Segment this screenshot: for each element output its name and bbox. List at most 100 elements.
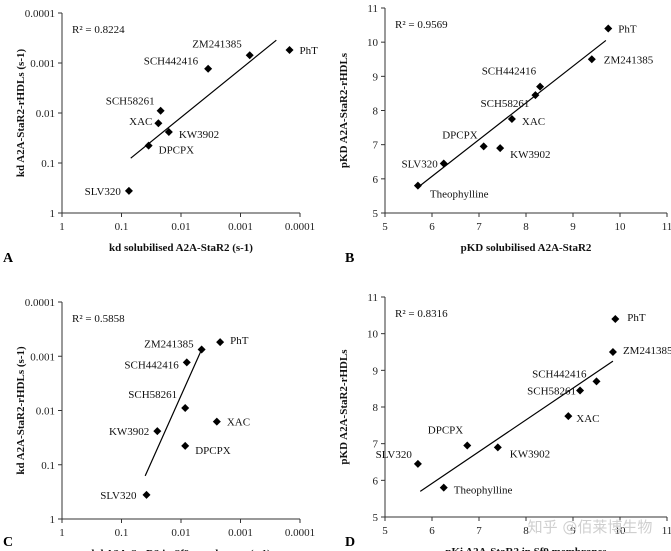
point-label: KW3902 (109, 426, 149, 438)
x-axis-title: pKi A2A-StaR2 in Sf9 membranes (445, 546, 607, 551)
point-label: SCH58261 (128, 389, 177, 401)
y-tick-label: 0.1 (41, 460, 55, 472)
trendline (144, 349, 203, 477)
data-point (604, 24, 613, 33)
point-label: SLV320 (401, 158, 438, 170)
data-point (144, 141, 153, 150)
data-point (413, 459, 422, 468)
y-axis-title: pKD A2A-StaR2-rHDLs (338, 52, 350, 168)
data-point (156, 106, 165, 115)
data-point (164, 128, 173, 137)
data-point (439, 483, 448, 492)
x-tick-label: 8 (523, 525, 529, 537)
panel-B: 5 6 7 8 9 10 11 11 10 9 8 7 6 5 PhT ZM241385 SCH442416 SC… (338, 3, 671, 266)
data-point (496, 144, 505, 153)
x-tick-label: 1 (59, 527, 65, 539)
y-axis-title: kd A2A-StaR2-rHDLs (s-1) (15, 48, 27, 177)
point-label: XAC (227, 417, 250, 429)
y-tick-label: 9 (373, 365, 379, 377)
y-tick-label: 0.001 (30, 351, 55, 363)
y-tick-label: 9 (373, 71, 379, 83)
point-label: DPCPX (195, 445, 231, 457)
x-tick-label: 0.1 (115, 221, 129, 233)
x-tick-label: 0.0001 (285, 221, 315, 233)
y-tick-label: 7 (373, 439, 379, 451)
point-label: KW3902 (510, 448, 550, 460)
x-tick-label: 5 (382, 221, 388, 233)
y-tick-label: 0.0001 (25, 297, 55, 309)
point-label: SLV320 (376, 449, 413, 461)
x-tick-label: 8 (523, 221, 529, 233)
point-label: KW3902 (510, 149, 550, 161)
y-tick-label: 0.0001 (25, 8, 55, 20)
watermark: 知乎 @佰莱博生物 (528, 518, 653, 536)
point-label: PhT (618, 24, 637, 36)
y-tick-label: 1 (50, 208, 56, 220)
point-label: PhT (230, 335, 249, 347)
y-tick-label: 6 (373, 174, 379, 186)
y-axis-title: kd A2A-StaR2-rHDLs (s-1) (15, 346, 27, 475)
x-tick-label: 5 (382, 525, 388, 537)
x-tick-label: 7 (476, 525, 482, 537)
y-tick-label: 0.001 (30, 58, 55, 70)
x-tick-label: 9 (570, 525, 576, 537)
y-tick-label: 0.01 (36, 108, 55, 120)
panel-A: 1 0.1 0.01 0.001 0.0001 0.0001 0.001 0.01 0.1 1 Ph… (3, 8, 318, 266)
data-point (536, 82, 545, 91)
r-squared: R² = 0.8224 (72, 24, 125, 36)
point-label: SCH58261 (480, 98, 529, 110)
data-point (592, 377, 601, 386)
y-tick-label: 6 (373, 475, 379, 487)
point-label: XAC (129, 116, 152, 128)
data-point (576, 386, 585, 395)
data-point (608, 348, 617, 356)
data-point (587, 55, 596, 64)
x-tick-label: 10 (615, 221, 627, 233)
x-tick-label: 1 (59, 221, 65, 233)
trendline (419, 360, 614, 492)
point-label: ZM241385 (604, 54, 654, 66)
data-point (493, 443, 502, 452)
panel-letter: B (345, 251, 354, 266)
data-point (413, 181, 422, 190)
x-tick-label: 7 (476, 221, 482, 233)
x-axis-title: kd A2A-StaR2 in Sf9 membranes (s-1) (91, 548, 271, 551)
point-label: ZM241385 (192, 38, 242, 50)
point-label: PhT (627, 312, 646, 324)
data-point (153, 427, 162, 436)
point-label: DPCPX (428, 425, 464, 437)
panel-letter: D (345, 535, 355, 550)
x-tick-label: 0.001 (228, 527, 253, 539)
data-point (154, 119, 163, 128)
y-tick-label: 10 (367, 37, 379, 49)
point-label: SCH58261 (527, 386, 576, 398)
r-squared: R² = 0.9569 (395, 19, 448, 31)
data-point (285, 46, 294, 55)
point-label: SLV320 (100, 490, 137, 502)
data-point (245, 51, 254, 60)
point-label: ZM241385 (623, 345, 671, 357)
r-squared: R² = 0.8316 (395, 308, 448, 320)
data-point (197, 345, 206, 354)
trendline (417, 39, 607, 188)
y-axis-title: pKD A2A-StaR2-rHDLs (338, 349, 350, 465)
point-label: XAC (576, 413, 599, 425)
panel-letter: A (3, 251, 14, 266)
panel-D: 5 6 7 8 9 10 11 11 10 9 8 7 6 5 PhT ZM241385 SCH442416 SC… (338, 292, 671, 551)
data-point (181, 404, 190, 413)
point-label: DPCPX (159, 145, 195, 157)
point-label: SCH442416 (482, 66, 537, 78)
point-label: Theophylline (454, 485, 513, 497)
point-label: SCH442416 (532, 368, 587, 380)
data-point (124, 186, 133, 195)
data-point (611, 315, 620, 323)
data-point (531, 91, 540, 100)
data-point (479, 142, 488, 151)
r-squared: R² = 0.5858 (72, 313, 125, 325)
point-label: ZM241385 (144, 338, 194, 350)
data-point (181, 441, 190, 450)
x-tick-label: 0.001 (228, 221, 253, 233)
point-label: PhT (300, 45, 319, 57)
x-axis-title: kd solubilised A2A-StaR2 (s-1) (109, 242, 253, 254)
y-tick-label: 5 (373, 208, 379, 220)
